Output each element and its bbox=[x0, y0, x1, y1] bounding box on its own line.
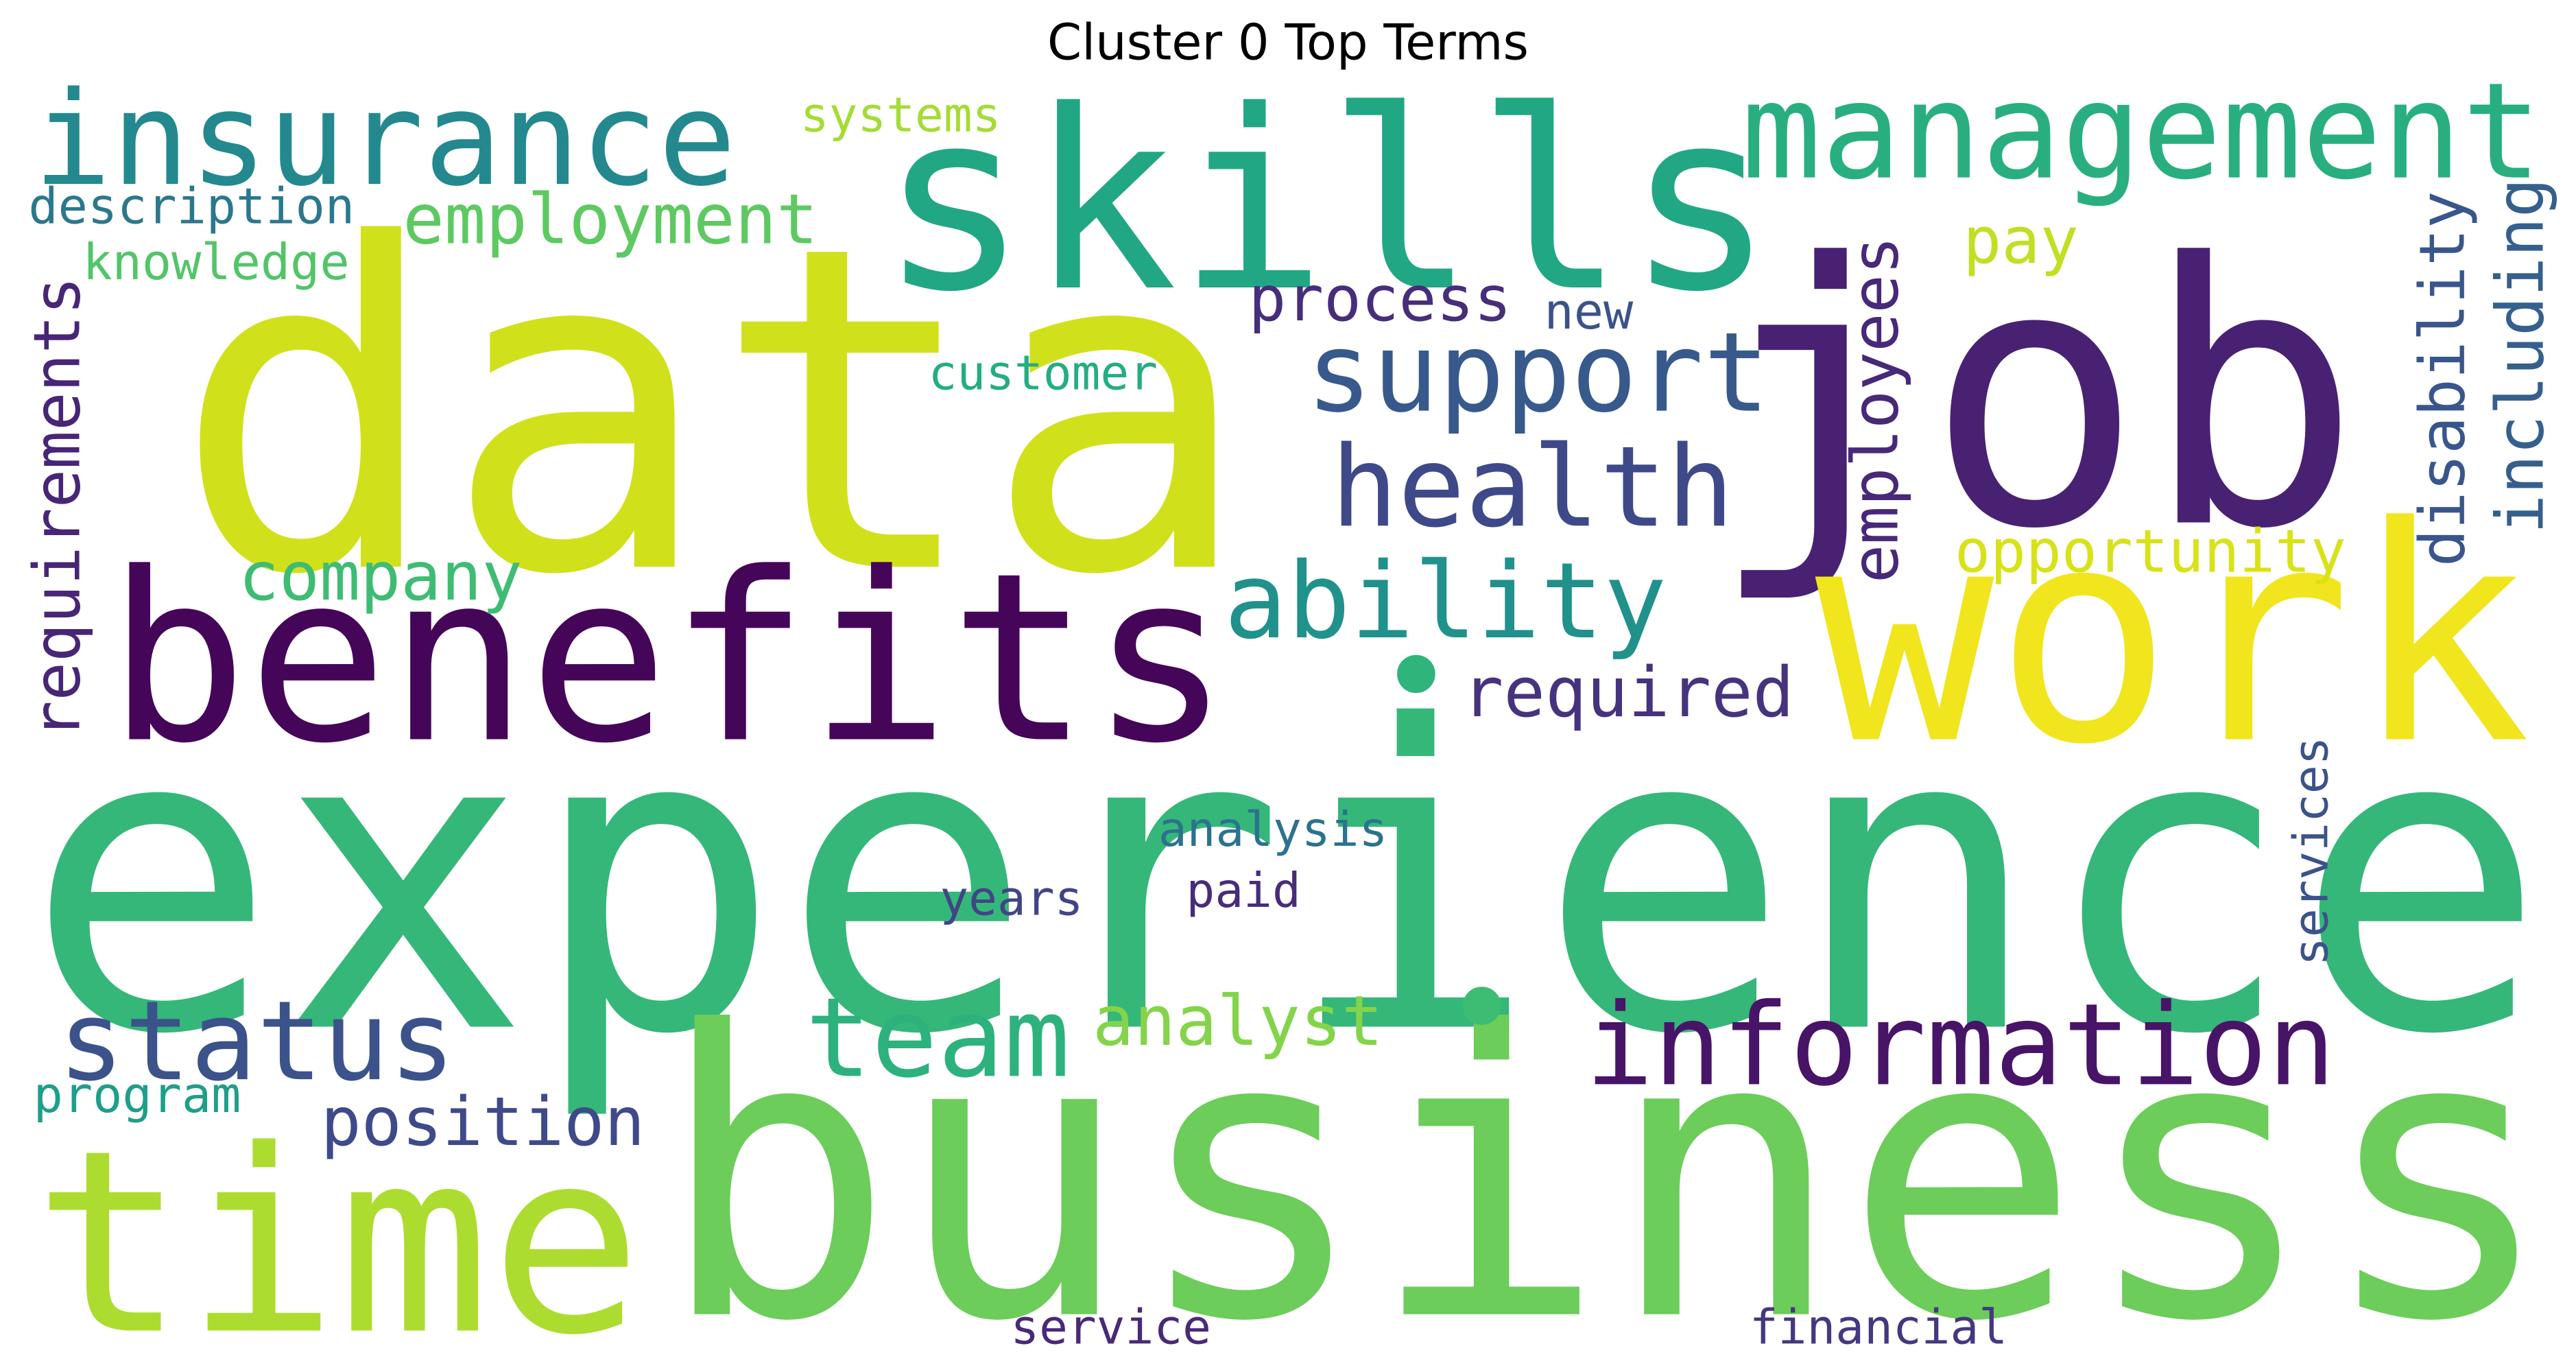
word: • bbox=[1376, 602, 1455, 755]
word: years bbox=[940, 872, 1083, 927]
word: ability bbox=[1224, 541, 1667, 663]
word: service bbox=[1010, 1301, 1211, 1356]
word: • bbox=[1442, 933, 1521, 1086]
word: analysis bbox=[1158, 803, 1387, 858]
word: financial bbox=[1750, 1301, 2007, 1356]
word: program bbox=[34, 1066, 241, 1124]
word: company bbox=[239, 538, 523, 616]
word: opportunity bbox=[1955, 517, 2346, 586]
word: analyst bbox=[1093, 981, 1383, 1061]
word: insurance bbox=[34, 63, 737, 215]
word: work bbox=[1815, 464, 2531, 810]
word: skills bbox=[879, 58, 1775, 346]
word: position bbox=[321, 1083, 645, 1161]
word: business bbox=[658, 949, 2556, 1370]
word: health bbox=[1331, 423, 1734, 552]
word: process bbox=[1249, 263, 1512, 335]
word: status bbox=[58, 977, 456, 1105]
word: employment bbox=[403, 179, 818, 259]
word: benefits bbox=[107, 523, 1230, 795]
word: knowledge bbox=[82, 233, 349, 291]
word: team bbox=[805, 973, 1070, 1102]
word: new bbox=[1545, 283, 1634, 340]
word: systems bbox=[800, 88, 1001, 143]
word: including bbox=[2481, 178, 2558, 534]
word: customer bbox=[929, 346, 1158, 401]
word: disability bbox=[2407, 191, 2479, 567]
word: time bbox=[34, 1096, 643, 1370]
word: paid bbox=[1186, 864, 1301, 919]
word: employees bbox=[1838, 236, 1913, 583]
word: pay bbox=[1963, 204, 2079, 279]
word: required bbox=[1462, 652, 1794, 733]
word: services bbox=[2285, 737, 2339, 966]
word: experience bbox=[25, 639, 2547, 1126]
word: data bbox=[173, 151, 1252, 673]
word: information bbox=[1585, 979, 2335, 1111]
word: management bbox=[1741, 54, 2542, 209]
word: support bbox=[1306, 309, 1769, 437]
chart-title: Cluster 0 Top Terms bbox=[1047, 14, 1529, 71]
word: job bbox=[1708, 187, 2361, 608]
word: description bbox=[28, 178, 355, 235]
word: requirements bbox=[21, 276, 95, 740]
